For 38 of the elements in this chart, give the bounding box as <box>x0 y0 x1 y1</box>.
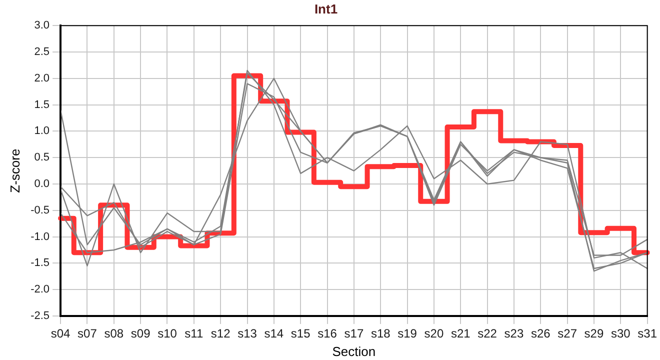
y-tick-label: 0.0 <box>34 178 50 190</box>
y-tick-label: 1.0 <box>34 125 50 138</box>
x-tick-label: s19 <box>398 326 418 341</box>
x-tick-label: s04 <box>50 326 71 341</box>
x-tick-label: s27 <box>558 326 578 341</box>
x-tick-label: s30 <box>610 326 631 341</box>
x-tick-label: s22 <box>478 326 498 341</box>
x-tick-label: s20 <box>424 326 444 341</box>
x-tick-label: s15 <box>290 326 311 341</box>
y-tick-label: -0.5 <box>30 204 50 216</box>
y-tick-label: 0.5 <box>34 152 50 164</box>
y-tick-label: 2.5 <box>34 46 50 58</box>
x-tick-label: s11 <box>184 326 204 341</box>
y-tick-label: -1.0 <box>30 230 50 243</box>
x-tick-label: s13 <box>238 326 258 341</box>
x-tick-label: s31 <box>638 326 658 341</box>
y-axis-title: Z-score <box>7 148 22 193</box>
x-tick-label: s29 <box>584 326 604 341</box>
y-tick-label: -2.0 <box>30 284 50 296</box>
y-tick-label: 1.5 <box>34 98 50 111</box>
x-tick-label: s07 <box>78 326 98 341</box>
x-tick-label: s09 <box>130 326 151 341</box>
x-tick-label: s10 <box>158 326 178 341</box>
x-tick-label: s26 <box>530 326 551 341</box>
x-tick-label: s14 <box>264 326 284 341</box>
y-tick-label: -2.5 <box>30 310 50 322</box>
x-tick-label: s08 <box>104 326 124 341</box>
chart-title: Int1 <box>314 1 338 16</box>
x-tick-label: s17 <box>344 326 364 341</box>
y-tick-label: 2.0 <box>34 72 50 84</box>
x-tick-label: s23 <box>504 326 524 341</box>
x-axis-title: Section <box>332 344 376 359</box>
x-tick-label: s12 <box>210 326 231 341</box>
x-tick-label: s21 <box>450 326 471 341</box>
x-tick-label: s16 <box>318 326 338 341</box>
y-tick-label: 3.0 <box>34 20 50 32</box>
y-tick-label: -1.5 <box>30 257 50 270</box>
x-tick-label: s18 <box>370 326 391 341</box>
